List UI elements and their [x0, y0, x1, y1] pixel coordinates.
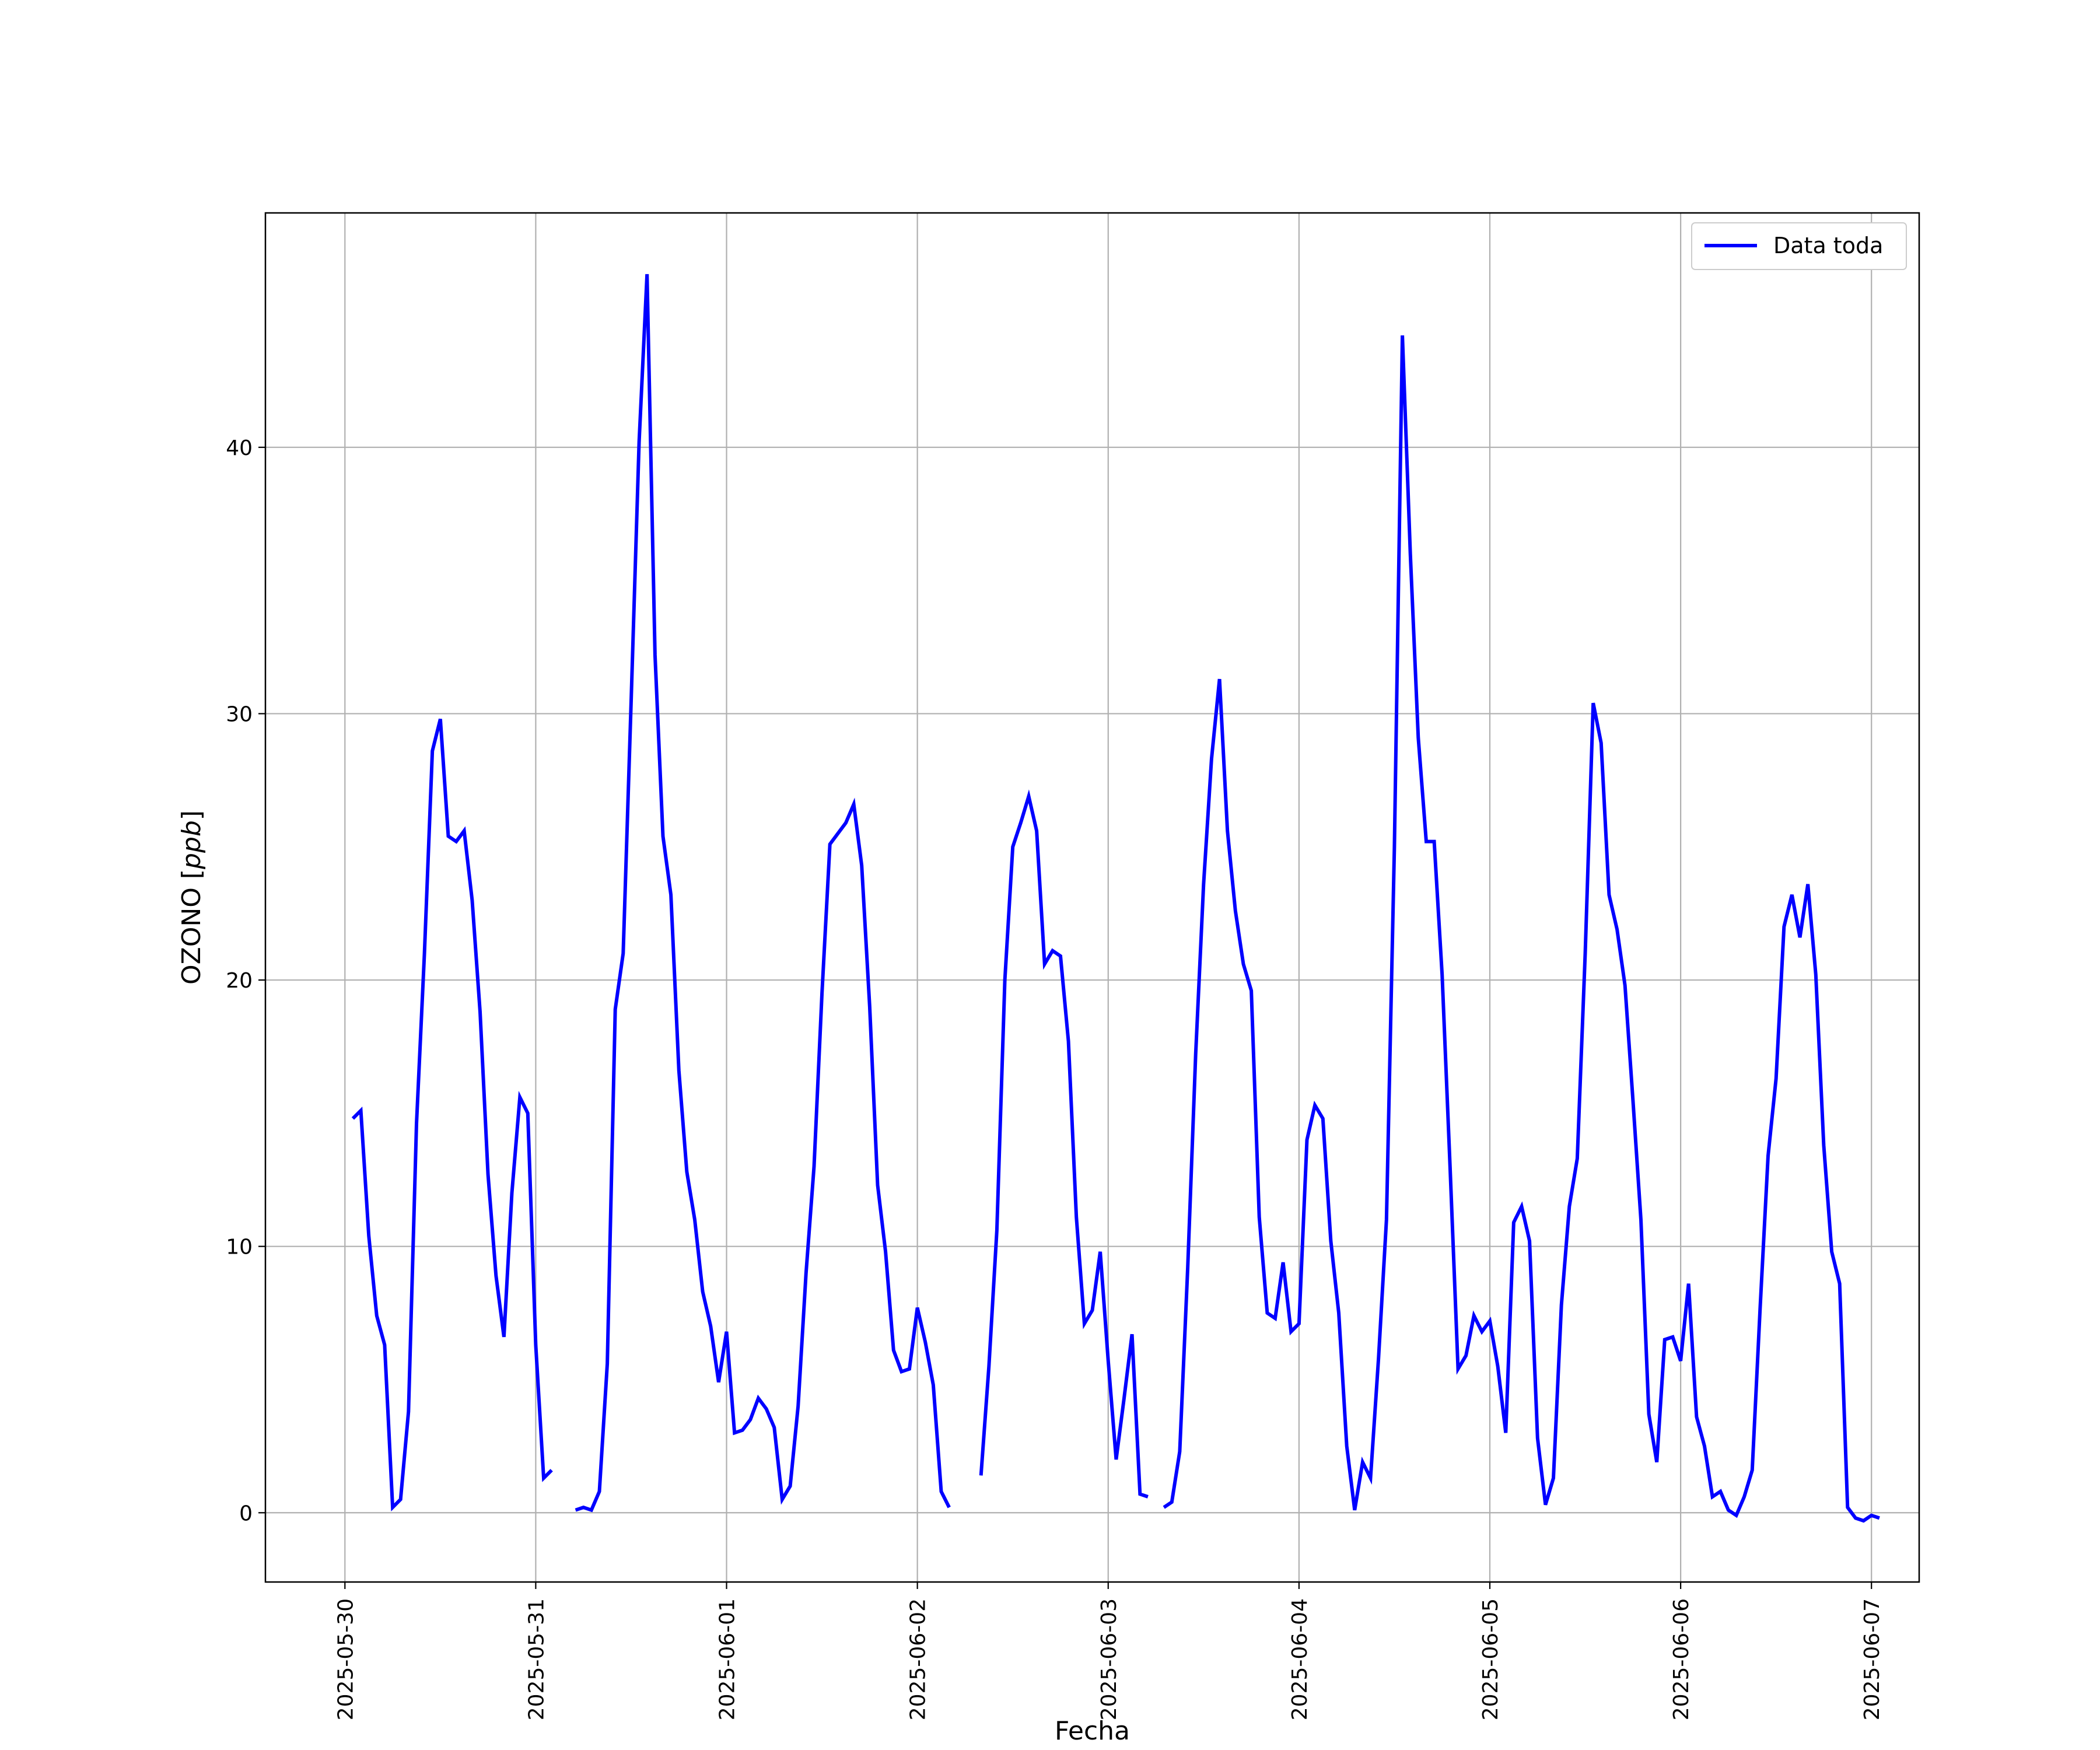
- x-tick-label: 2025-06-01: [716, 1598, 740, 1720]
- series-line-data-toda: [351, 274, 1880, 1523]
- y-tick-label: 10: [226, 1236, 253, 1259]
- x-axis-title: Fecha: [1055, 1716, 1130, 1746]
- y-tick-label: 30: [226, 702, 253, 726]
- y-axis-title: OZONO [ppb]: [177, 810, 206, 985]
- x-tick-label: 2025-06-05: [1479, 1598, 1503, 1720]
- series-layer: [351, 274, 1880, 1523]
- y-tick-label: 20: [226, 969, 253, 993]
- legend-label: Data toda: [1773, 233, 1883, 258]
- legend-box: [1691, 222, 1907, 270]
- y-axis-title-unit: ppb: [177, 820, 206, 870]
- x-tick-label: 2025-06-04: [1288, 1598, 1312, 1720]
- y-axis-title-text: OZONO [: [177, 869, 206, 985]
- x-tick-label: 2025-05-30: [334, 1598, 358, 1720]
- y-tick-label: 0: [239, 1502, 253, 1525]
- x-tick-label: 2025-05-31: [524, 1598, 548, 1720]
- x-tick-label: 2025-06-07: [1860, 1598, 1884, 1720]
- y-axis: 0 10 20 30 40: [226, 436, 265, 1525]
- legend: Data toda: [1691, 222, 1907, 270]
- x-tick-label: 2025-06-06: [1670, 1598, 1693, 1720]
- y-axis-title-bracket: ]: [177, 810, 206, 820]
- x-tick-label: 2025-06-02: [907, 1598, 930, 1720]
- plot-area-frame: [264, 212, 1920, 1583]
- x-axis: 2025-05-30 2025-05-31 2025-06-01 2025-06-02…: [334, 1582, 1884, 1720]
- x-tick-label: 2025-06-03: [1097, 1598, 1121, 1720]
- y-tick-label: 40: [226, 436, 253, 460]
